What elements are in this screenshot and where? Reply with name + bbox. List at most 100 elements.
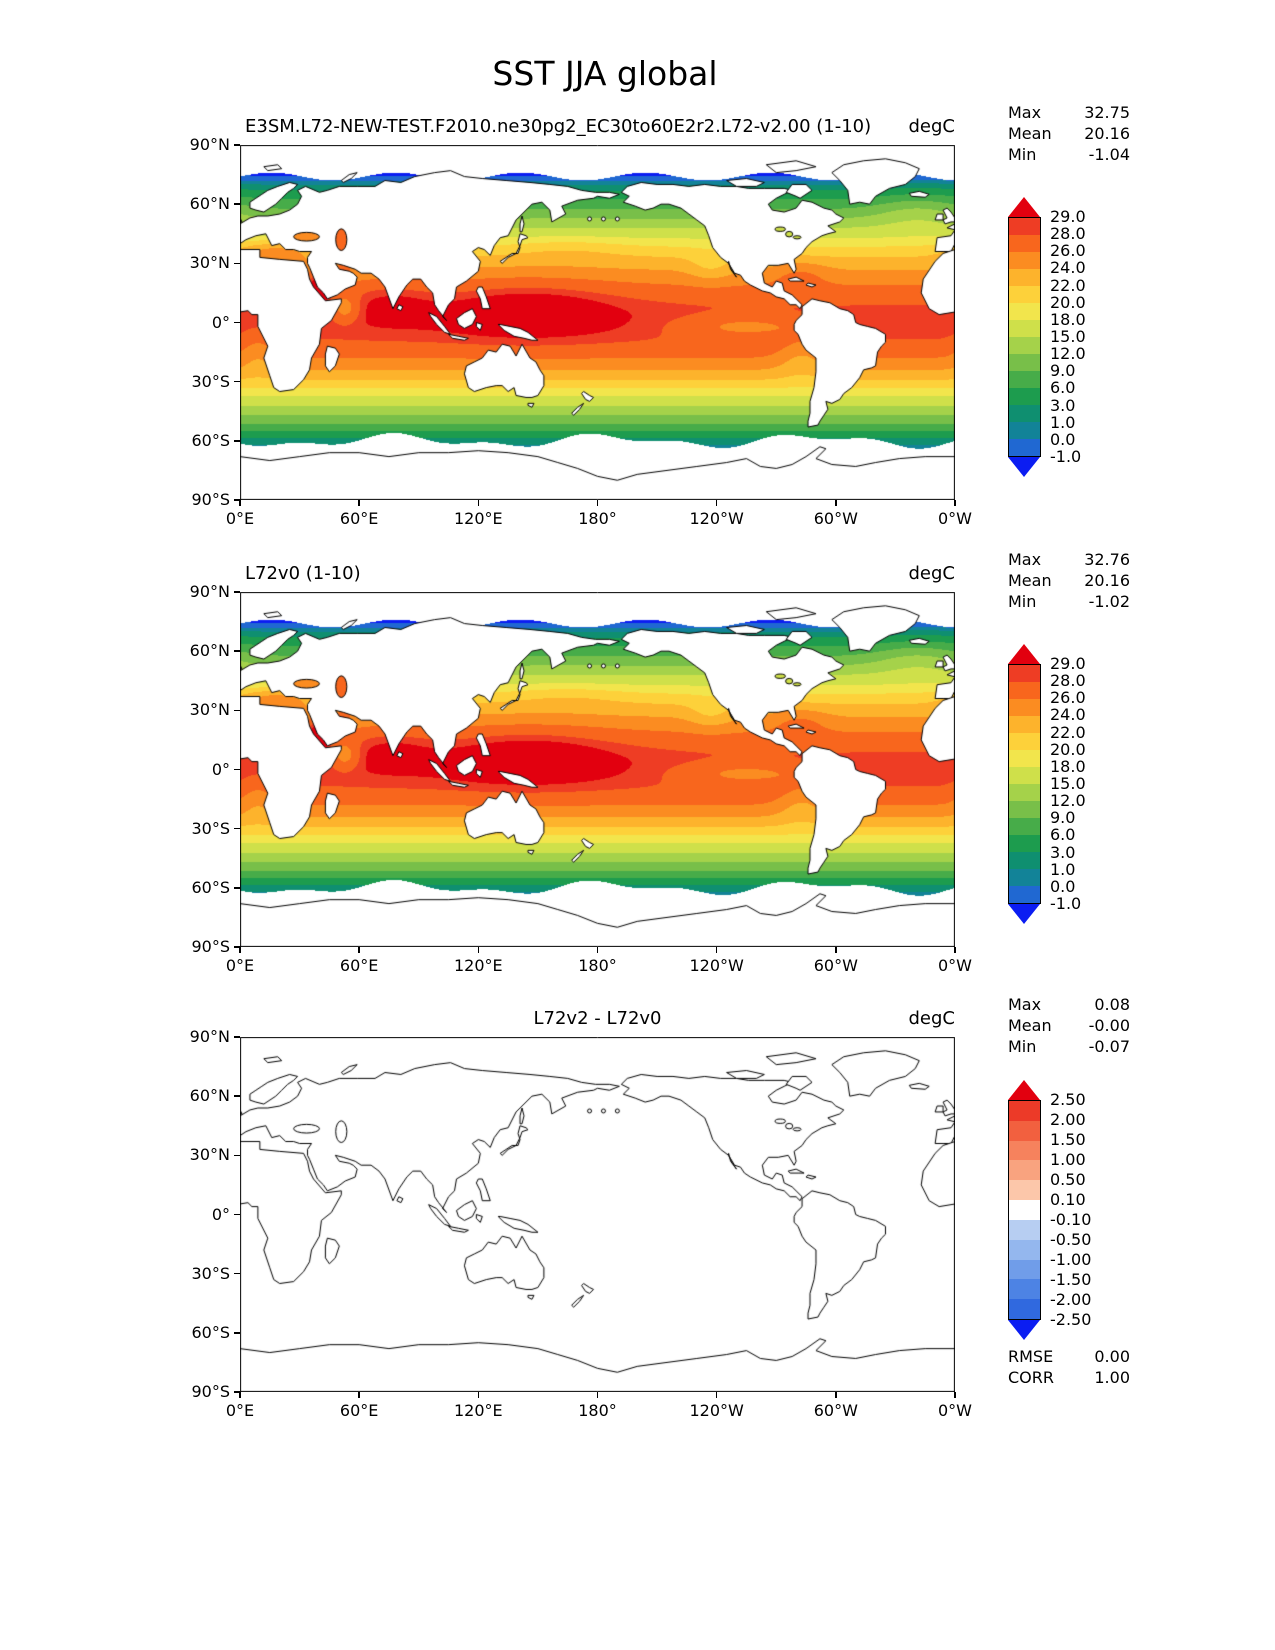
y-tick: [234, 709, 240, 712]
colorbar-tick-label: 0.0: [1050, 429, 1076, 449]
x-tick: [477, 1392, 480, 1398]
x-tick-label: 180°: [578, 956, 617, 975]
panel-1-stats: Max 32.75 Mean 20.16 Min -1.04: [1008, 103, 1130, 166]
x-tick-label: 120°W: [689, 1401, 744, 1420]
x-tick: [835, 500, 837, 506]
x-tick: [358, 500, 360, 506]
stat-value: 1.00: [1094, 1368, 1130, 1387]
stat-value: 32.76: [1084, 550, 1130, 569]
stat-value: 0.00: [1094, 1347, 1130, 1366]
stat-value: -0.00: [1088, 1016, 1130, 1035]
stat-row-corr: CORR 1.00: [1008, 1368, 1130, 1389]
colorbar-tick-label: 20.0: [1050, 292, 1086, 312]
colorbar-segment: [1009, 337, 1040, 354]
x-tick-label: 180°: [578, 509, 617, 528]
colorbar-segment: [1009, 1259, 1040, 1280]
y-tick-label: 30°N: [189, 253, 230, 273]
colorbar: [1008, 1100, 1041, 1320]
y-tick-label: 90°S: [191, 1382, 230, 1401]
colorbar-segment: [1009, 1180, 1040, 1201]
y-tick: [234, 650, 240, 652]
colorbar-tick-label: 9.0: [1050, 361, 1076, 381]
y-tick-label: 0°: [211, 759, 230, 779]
stat-label: Max: [1008, 995, 1042, 1014]
x-tick-label: 180°: [578, 1401, 617, 1420]
colorbar-tick-label: 24.0: [1050, 258, 1086, 278]
y-tick: [234, 203, 240, 205]
colorbar-tick-label: -0.10: [1050, 1210, 1092, 1229]
colorbar-tick-label: 6.0: [1050, 825, 1076, 845]
stat-row-max: Max 0.08: [1008, 995, 1130, 1016]
x-tick: [239, 500, 241, 506]
colorbar-segment: [1009, 269, 1040, 286]
stat-label: Max: [1008, 103, 1042, 122]
stat-label: Mean: [1008, 1016, 1052, 1035]
x-tick-label: 120°W: [689, 509, 744, 528]
x-tick-label: 60°W: [813, 1401, 858, 1420]
y-tick: [234, 440, 240, 442]
colorbar-tick-label: 26.0: [1050, 241, 1086, 261]
colorbar-segment: [1009, 682, 1040, 699]
colorbar-segment: [1009, 750, 1040, 767]
colorbar-segment: [1009, 354, 1040, 371]
x-tick-label: 60°E: [339, 509, 379, 528]
stat-label: RMSE: [1008, 1347, 1054, 1366]
colorbar-arrow-down: [1008, 457, 1040, 477]
stat-row-max: Max 32.75: [1008, 103, 1130, 124]
colorbar-tick-label: 22.0: [1050, 722, 1086, 742]
colorbar-tick-label: 0.50: [1050, 1170, 1086, 1189]
x-tick-label: 0°E: [225, 509, 255, 528]
stat-label: Min: [1008, 592, 1037, 611]
x-tick-label: 0°W: [938, 509, 972, 528]
colorbar-tick-label: 28.0: [1050, 671, 1086, 691]
colorbar-tick-label: 3.0: [1050, 395, 1076, 415]
colorbar-tick-label: 2.00: [1050, 1110, 1086, 1129]
colorbar-segment: [1009, 439, 1040, 456]
y-tick-label: 60°N: [189, 641, 230, 661]
colorbar-segment: [1009, 218, 1040, 235]
colorbar-tick-label: 24.0: [1050, 705, 1086, 725]
x-tick-label: 60°W: [813, 956, 858, 975]
x-tick-label: 0°E: [225, 1401, 255, 1420]
figure-title: SST JJA global: [492, 54, 718, 93]
colorbar-tick-label: -2.00: [1050, 1290, 1092, 1309]
panel-1-map-canvas: [240, 145, 955, 500]
colorbar-segment: [1009, 388, 1040, 405]
stat-row-min: Min -0.07: [1008, 1037, 1130, 1058]
colorbar-segment: [1009, 1160, 1040, 1181]
colorbar-tick-label: 18.0: [1050, 756, 1086, 776]
stat-label: Min: [1008, 1037, 1037, 1056]
x-tick: [715, 947, 718, 953]
stat-value: 20.16: [1084, 571, 1130, 590]
colorbar-tick-label: 0.0: [1050, 876, 1076, 896]
y-tick-label: 30°S: [191, 818, 230, 838]
y-tick: [234, 1095, 240, 1097]
y-tick-label: 0°: [211, 312, 230, 332]
colorbar-arrow-up: [1008, 1080, 1040, 1100]
x-tick: [715, 500, 718, 506]
x-tick: [715, 1392, 718, 1398]
y-tick-label: 0°: [211, 1204, 230, 1224]
colorbar-segment: [1009, 801, 1040, 818]
x-tick-label: 0°E: [225, 956, 255, 975]
colorbar-tick-label: 29.0: [1050, 654, 1086, 673]
colorbar-segment: [1009, 235, 1040, 252]
y-tick-label: 60°S: [191, 877, 230, 897]
stat-row-mean: Mean 20.16: [1008, 124, 1130, 145]
colorbar-arrow-down: [1008, 1320, 1040, 1340]
colorbar-segment: [1009, 818, 1040, 835]
colorbar-segment: [1009, 320, 1040, 337]
colorbar-tick-label: 0.10: [1050, 1190, 1086, 1209]
stat-row-min: Min -1.02: [1008, 592, 1130, 613]
colorbar-segment: [1009, 303, 1040, 320]
y-tick-label: 30°N: [189, 1145, 230, 1165]
colorbar-tick-label: 12.0: [1050, 791, 1086, 811]
x-tick: [835, 1392, 837, 1398]
x-tick-label: 120°E: [454, 956, 503, 975]
y-tick: [234, 1391, 240, 1393]
stat-value: 20.16: [1084, 124, 1130, 143]
y-tick-label: 90°S: [191, 937, 230, 956]
stat-row-rmse: RMSE 0.00: [1008, 1347, 1130, 1368]
stat-label: Mean: [1008, 571, 1052, 590]
colorbar-tick-label: -2.50: [1050, 1310, 1092, 1329]
